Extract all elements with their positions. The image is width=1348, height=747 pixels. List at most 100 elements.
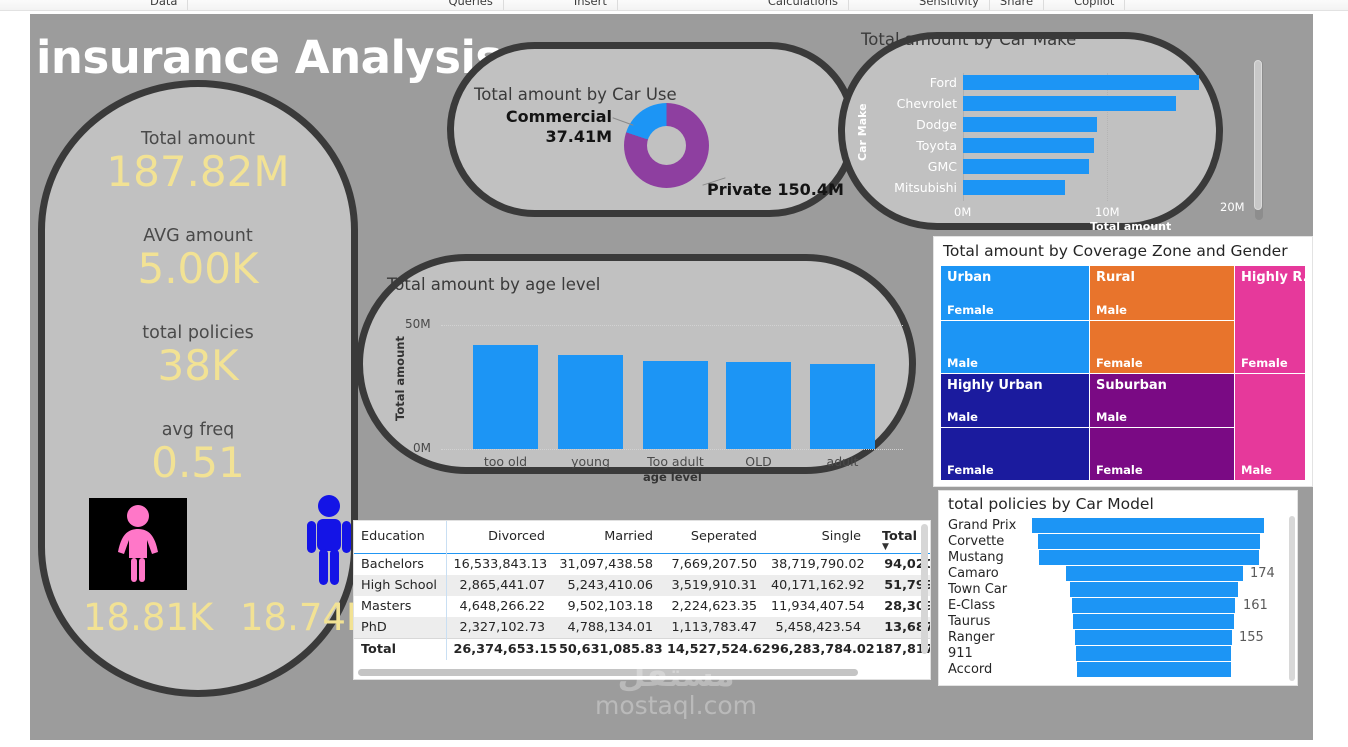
- treemap-plot-area[interactable]: Urban Female Male Highly Urban Male Fema…: [941, 266, 1305, 480]
- treemap-node-suburban-male[interactable]: Suburban Male: [1090, 374, 1234, 427]
- ribbon-tab-queries[interactable]: Queries: [438, 0, 504, 10]
- private-slice-label: Private 150.4M: [707, 180, 844, 199]
- treemap-sub-label-female: Female: [1096, 356, 1143, 370]
- bar-row-chevrolet[interactable]: Chevrolet: [845, 96, 1216, 111]
- treemap-sub-label-male: Male: [1096, 410, 1127, 424]
- kpi-value-total-policies: 38K: [157, 341, 239, 390]
- treemap-node-urban-male[interactable]: Male: [941, 321, 1089, 373]
- matrix-horizontal-scrollbar[interactable]: [358, 669, 858, 676]
- funnel-value-e-class: 161: [1243, 598, 1268, 613]
- gridline-0m: [441, 449, 903, 450]
- treemap-node-highly-urban-male[interactable]: Highly Urban Male: [941, 374, 1089, 427]
- table-row[interactable]: Masters 4,648,266.22 9,502,103.18 2,224,…: [354, 596, 930, 617]
- kpi-label-avg-freq: avg freq: [161, 420, 235, 440]
- table-row[interactable]: Bachelors 16,533,843.13 31,097,438.58 7,…: [354, 553, 930, 575]
- bar-row-gmc[interactable]: GMC: [845, 159, 1216, 174]
- table-row[interactable]: High School 2,865,441.07 5,243,410.06 3,…: [354, 575, 931, 596]
- bar-ford[interactable]: [963, 75, 1199, 90]
- matrix-cell-single: 5,458,423.54: [775, 620, 861, 635]
- funnel-bar-camaro[interactable]: [1066, 566, 1243, 581]
- matrix-col-single[interactable]: Single: [821, 529, 861, 544]
- column-young[interactable]: [558, 355, 623, 449]
- funnel-bar-e-class[interactable]: [1072, 598, 1235, 613]
- matrix-cell-divorced: 2,327,102.73: [459, 620, 545, 635]
- matrix-col-married[interactable]: Married: [604, 529, 653, 544]
- bar-gmc[interactable]: [963, 159, 1089, 174]
- matrix-grand-total-row[interactable]: Total 26,374,653.15 50,631,085.83 14,527…: [354, 638, 930, 660]
- column-adult[interactable]: [810, 364, 875, 449]
- bar-row-toyota[interactable]: Toyota: [845, 138, 1216, 153]
- funnel-bar-grand-prix[interactable]: [1032, 518, 1264, 533]
- funnel-bar-town-car[interactable]: [1070, 582, 1238, 597]
- ribbon-tab-data[interactable]: Data: [140, 0, 189, 10]
- column-old[interactable]: [726, 362, 791, 449]
- matrix-vertical-scrollbar[interactable]: [921, 524, 928, 654]
- car-make-scrollbar-thumb[interactable]: [1254, 60, 1262, 210]
- matrix-col-total[interactable]: Total ▼: [868, 521, 930, 554]
- matrix-cell-total: 187,817,047.6: [868, 638, 930, 660]
- bar-toyota[interactable]: [963, 138, 1094, 153]
- bar-dodge[interactable]: [963, 117, 1097, 132]
- matrix-cell-seperated: 14,527,524.62: [660, 638, 771, 660]
- table-row[interactable]: PhD 2,327,102.73 4,788,134.01 1,113,783.…: [354, 617, 930, 639]
- car-make-scrollbar-track[interactable]: [1254, 60, 1263, 220]
- ribbon-tab-sensitivity[interactable]: Sensitivity: [909, 0, 990, 10]
- matrix-cell-divorced: 26,374,653.15: [446, 638, 557, 660]
- funnel-bar-taurus[interactable]: [1073, 614, 1234, 629]
- ribbon-tab-list: Data Queries Insert Calculations Sensiti…: [0, 0, 1348, 10]
- bar-mitsubishi[interactable]: [963, 180, 1065, 195]
- treemap-node-suburban-female[interactable]: Female: [1090, 428, 1234, 480]
- treemap-sub-label-male: Male: [1096, 303, 1127, 317]
- matrix-cell-seperated: 1,113,783.47: [671, 620, 757, 635]
- car-use-donut-chart[interactable]: [624, 103, 709, 188]
- treemap-node-highly-rural-male[interactable]: Male: [1235, 374, 1305, 480]
- funnel-bar-accord[interactable]: [1077, 662, 1231, 677]
- page-title: insurance Analysis: [36, 31, 502, 84]
- bar-row-dodge[interactable]: Dodge: [845, 117, 1216, 132]
- column-too-old[interactable]: [473, 345, 538, 449]
- funnel-bar-911[interactable]: [1076, 646, 1231, 661]
- funnel-bar-ranger[interactable]: [1075, 630, 1232, 645]
- treemap-node-rural-male[interactable]: Rural Male: [1090, 266, 1234, 320]
- car-model-plot-area[interactable]: Grand Prix Corvette Mustang Camaro 174: [948, 518, 1293, 683]
- treemap-node-urban-female[interactable]: Urban Female: [941, 266, 1089, 320]
- education-marital-matrix-card[interactable]: Education Divorced Married Seperated Sin…: [353, 520, 931, 680]
- y-axis-title-car-make: Car Make: [856, 103, 869, 161]
- treemap-node-highly-urban-female[interactable]: Female: [941, 428, 1089, 480]
- treemap-sub-label-female: Female: [1241, 356, 1288, 370]
- matrix-col-divorced[interactable]: Divorced: [488, 529, 545, 544]
- x-axis-title-total-amount: Total amount: [1090, 220, 1172, 233]
- funnel-label-accord: Accord: [948, 662, 993, 677]
- car-model-scrollbar[interactable]: [1289, 516, 1295, 681]
- sort-descending-caret[interactable]: ▼: [882, 542, 889, 552]
- female-total-value: 18.81K: [83, 596, 214, 639]
- matrix-col-seperated[interactable]: Seperated: [690, 529, 757, 544]
- matrix-cell-total: 51,799,924.3: [884, 578, 931, 593]
- column-too-adult[interactable]: [643, 361, 708, 449]
- matrix-cell-single: 96,283,784.02: [764, 638, 875, 660]
- bar-label-gmc: GMC: [927, 159, 957, 174]
- xtick-20m: 20M: [1220, 200, 1245, 214]
- funnel-bar-corvette[interactable]: [1038, 534, 1260, 549]
- ribbon-tab-share[interactable]: Share: [990, 0, 1045, 10]
- treemap-sub-label-female: Female: [947, 303, 994, 317]
- funnel-bar-mustang[interactable]: [1039, 550, 1259, 565]
- bar-chevrolet[interactable]: [963, 96, 1176, 111]
- ribbon-tab-insert[interactable]: Insert: [564, 0, 618, 10]
- car-use-donut-card: Total amount by Car Use Commercial 37.41…: [447, 42, 857, 217]
- kpi-value-avg-amount: 5.00K: [137, 244, 259, 293]
- age-level-plot-area[interactable]: 50M 0M Total amount too old young Too ad…: [363, 261, 909, 484]
- xtick-10m: 10M: [1095, 205, 1120, 219]
- car-make-plot-area[interactable]: Ford Chevrolet Dodge Toyota: [845, 39, 1216, 233]
- matrix-col-education[interactable]: Education: [354, 521, 447, 554]
- bar-row-ford[interactable]: Ford: [845, 75, 1216, 90]
- ytick-50m: 50M: [405, 317, 431, 331]
- donut-ring[interactable]: [624, 103, 709, 188]
- ribbon-tab-copilot[interactable]: Copilot: [1064, 0, 1126, 10]
- ribbon-tab-calculations[interactable]: Calculations: [758, 0, 850, 10]
- treemap-node-rural-female[interactable]: Female: [1090, 321, 1234, 373]
- matrix-table[interactable]: Education Divorced Married Seperated Sin…: [354, 521, 931, 660]
- bar-row-mitsubishi[interactable]: Mitsubishi: [845, 180, 1216, 195]
- treemap-node-highly-rural-female[interactable]: Highly R... Female: [1235, 266, 1305, 373]
